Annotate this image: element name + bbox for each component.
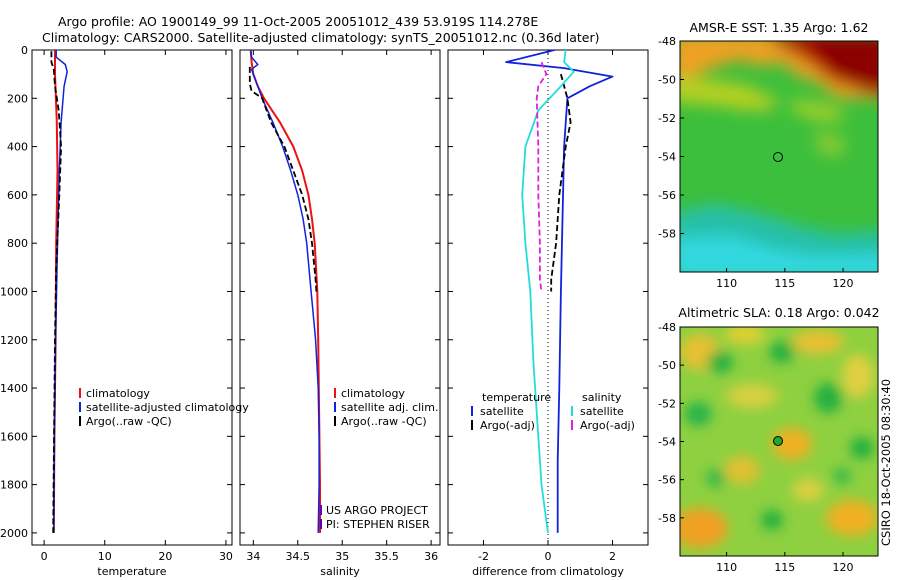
salinity-series-climatology xyxy=(249,49,321,533)
temperature-legend-label: satellite-adjusted climatology xyxy=(86,401,249,414)
temperature-axes-frame xyxy=(31,49,233,546)
amsre_sst-ytick-label: -50 xyxy=(658,74,676,87)
altimetric_sla-xtick-label: 110 xyxy=(716,561,737,574)
salinity-xlabel: salinity xyxy=(320,565,360,578)
difference-xtick-label: -2 xyxy=(478,550,489,563)
salinity-legend-label: satellite adj. clim. xyxy=(341,401,438,414)
difference-xlabel: difference from climatology xyxy=(472,565,624,578)
csiro-timestamp-label: CSIRO 18-Oct-2005 08:30:40 xyxy=(879,379,893,546)
difference-legend-label: Argo(-adj) xyxy=(580,419,635,432)
project-credit-label: US ARGO PROJECT xyxy=(326,504,428,517)
amsre_sst-xtick-label: 115 xyxy=(774,277,795,290)
title-line-2: Climatology: CARS2000. Satellite-adjuste… xyxy=(42,30,599,45)
temperature-xtick-label: 30 xyxy=(219,550,233,563)
salinity-xtick-label: 35.5 xyxy=(374,550,399,563)
temperature-ytick-label: 1000 xyxy=(0,285,28,298)
temperature-profile-panel: 0 10 20 30 0 200 400 600 800 1000 1200 1400 1600 1800… xyxy=(0,44,249,578)
amsre_sst-xtick-label: 120 xyxy=(833,277,854,290)
temperature-series-argo-raw-qc- xyxy=(50,51,62,533)
temperature-ytick-label: 1200 xyxy=(0,334,28,347)
difference-xtick-label: 0 xyxy=(545,550,552,563)
salinity-legend-label: climatology xyxy=(341,387,405,400)
amsre-sst-axis-ticks: 110 115 120 -48 -50 -52 -54 -56 -58 xyxy=(658,35,854,290)
salinity-series-satellite-adj-clim- xyxy=(249,49,320,533)
temperature-legend-label: Argo(..raw -QC) xyxy=(86,415,172,428)
amsre_sst-ytick-label: -56 xyxy=(658,189,676,202)
temperature-ytick-label: 1800 xyxy=(0,479,28,492)
salinity-series-argo-raw-qc- xyxy=(248,66,318,292)
temperature-legend-label: climatology xyxy=(86,387,150,400)
difference-legend-label: satellite xyxy=(580,405,624,418)
difference-xtick-label: 2 xyxy=(609,550,616,563)
altimetric_sla-ytick-label: -58 xyxy=(658,512,676,525)
argo-position-marker xyxy=(773,152,783,162)
salinity-xtick-label: 34.5 xyxy=(286,550,311,563)
altimetric-sla-map: Altimetric SLA: 0.18 Argo: 0.042 xyxy=(658,305,880,574)
temperature-ytick-label: 2000 xyxy=(0,527,28,540)
salinity-xtick-label: 36 xyxy=(424,550,438,563)
difference-series-temperature-satellite xyxy=(505,49,614,533)
amsre_sst-ytick-label: -52 xyxy=(658,112,676,125)
amsre-sst-map-title: AMSR-E SST: 1.35 Argo: 1.62 xyxy=(689,20,868,35)
altimetric_sla-xtick-label: 120 xyxy=(833,561,854,574)
project-credit-label: PI: STEPHEN RISER xyxy=(326,518,430,531)
difference-legend-heading: salinity xyxy=(582,391,622,404)
temperature-ytick-label: 600 xyxy=(7,189,28,202)
temperature-xtick-label: 0 xyxy=(41,550,48,563)
altimetric_sla-ytick-label: -56 xyxy=(658,474,676,487)
amsre-sst-heatmap xyxy=(680,41,878,272)
difference-profile-panel: -2 0 2 difference from climatology temperatu… xyxy=(447,49,649,578)
difference-legend-label: satellite xyxy=(480,405,524,418)
difference-series-temperature-argo-adj- xyxy=(550,73,572,292)
amsre-sst-map: AMSR-E SST: 1.35 Argo: 1.62 110 115 120 -48… xyxy=(658,20,879,290)
difference-series-salinity-argo-adj- xyxy=(535,61,548,292)
title-line-1: Argo profile: AO 1900149_99 11-Oct-2005 … xyxy=(58,14,538,29)
difference-legend-heading: temperature xyxy=(482,391,551,404)
temperature-ytick-label: 200 xyxy=(7,92,28,105)
temperature-ytick-label: 800 xyxy=(7,237,28,250)
amsre_sst-ytick-label: -54 xyxy=(658,151,676,164)
altimetric_sla-xtick-label: 115 xyxy=(774,561,795,574)
temperature-xtick-label: 20 xyxy=(158,550,172,563)
salinity-axes-frame xyxy=(239,49,441,546)
altimetric_sla-ytick-label: -54 xyxy=(658,436,676,449)
amsre_sst-xtick-label: 110 xyxy=(716,277,737,290)
altimetric-sla-heatmap xyxy=(680,327,878,556)
difference-series-salinity-satellite xyxy=(521,49,575,534)
temperature-ytick-label: 1400 xyxy=(0,382,28,395)
argo-position-marker xyxy=(773,436,783,446)
altimetric_sla-ytick-label: -48 xyxy=(658,321,676,334)
amsre_sst-ytick-label: -48 xyxy=(658,35,676,48)
temperature-series-satellite-adjusted-climatology xyxy=(53,50,68,533)
altimetric_sla-ytick-label: -50 xyxy=(658,359,676,372)
temperature-ytick-label: 1600 xyxy=(0,430,28,443)
temperature-xtick-label: 10 xyxy=(98,550,112,563)
salinity-xtick-label: 34 xyxy=(246,550,260,563)
altimetric_sla-ytick-label: -52 xyxy=(658,397,676,410)
temperature-ytick-label: 400 xyxy=(7,141,28,154)
salinity-profile-panel: 34 34.5 35 35.5 36 salinity climatologysatelli… xyxy=(239,49,441,578)
salinity-legend-label: Argo(..raw -QC) xyxy=(341,415,427,428)
altimetric-sla-map-title: Altimetric SLA: 0.18 Argo: 0.042 xyxy=(678,305,879,320)
temperature-ytick-label: 0 xyxy=(21,44,28,57)
difference-legend-label: Argo(-adj) xyxy=(480,419,535,432)
altimetric-sla-axis-ticks: 110 115 120 -48 -50 -52 -54 -56 -58 xyxy=(658,321,854,574)
salinity-xtick-label: 35 xyxy=(335,550,349,563)
amsre_sst-ytick-label: -58 xyxy=(658,228,676,241)
temperature-xlabel: temperature xyxy=(97,565,166,578)
